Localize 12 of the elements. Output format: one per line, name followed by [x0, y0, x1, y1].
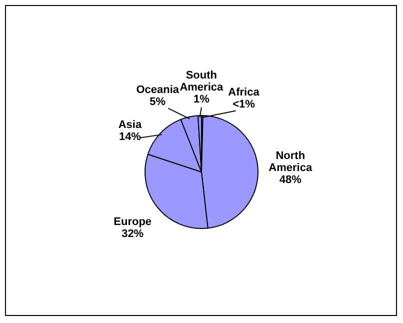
slice-label: South America	[180, 70, 224, 94]
slice-label: Asia	[118, 118, 142, 131]
slice-label: Oceania	[136, 84, 180, 96]
slice-label: North America	[268, 150, 313, 174]
data-label: <1%	[232, 98, 256, 111]
data-label: 32%	[122, 228, 144, 240]
slice-label: Africa	[228, 86, 260, 99]
data-label: 1%	[193, 94, 210, 106]
data-label: 14%	[118, 130, 142, 143]
data-label: 48%	[279, 174, 302, 186]
slice-label: Europe	[114, 216, 152, 228]
data-label: 5%	[150, 96, 166, 108]
